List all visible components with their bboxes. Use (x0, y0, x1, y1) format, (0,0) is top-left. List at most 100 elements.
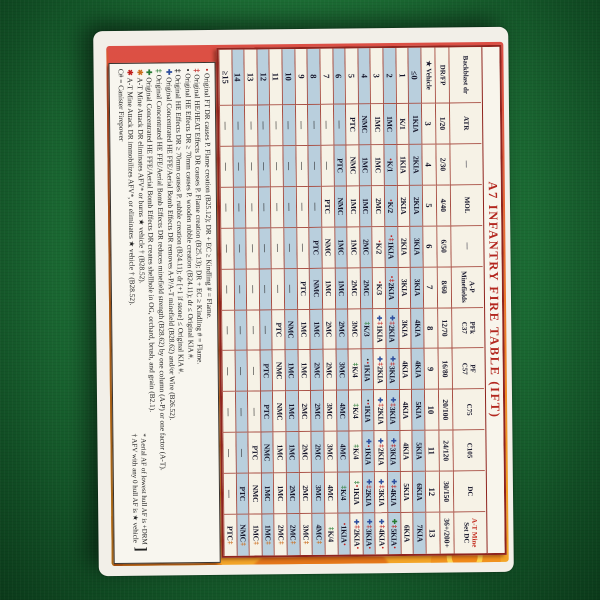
ift-result-cell: — (222, 473, 236, 515)
ift-result-cell: — (271, 268, 285, 310)
ift-result-cell: — (269, 105, 283, 147)
ift-result-cell: • K/2 (383, 185, 397, 227)
footnote-symbol-icon: • (365, 546, 373, 549)
ift-result-cell: — (234, 391, 248, 433)
ift-result-cell: 3MC (311, 472, 325, 515)
fp-column-weapon-header: PF C57 (451, 348, 484, 390)
footnote-symbol-icon: ‡ (302, 540, 310, 545)
fp-range-fraction: 24/120 (438, 430, 453, 472)
ift-result-cell: 3MC (347, 308, 361, 350)
fp-column-weapon-header: — (449, 144, 482, 186)
ift-result-cell: PTC (296, 268, 310, 310)
ift-result-cell: • 1KIA • (336, 513, 350, 555)
fp-column-weapon-header: A-P Minefields (450, 266, 484, 308)
ift-result-cell: ✚ ‡ 3KIA (386, 390, 400, 432)
ift-result-cell: — (282, 186, 296, 228)
ift-result-cell: K/1 (395, 103, 409, 145)
ift-result-cell: — (294, 104, 308, 146)
footnote-symbol-icon: ‡ (264, 541, 272, 545)
ift-result-cell: — (283, 227, 297, 269)
footnote-bottom-row: ✱A-T Mine Attack DR eliminates AFV* or b… (116, 69, 150, 558)
ift-result-cell: 1MC (358, 145, 372, 187)
ift-result-cell: 1MC (370, 145, 384, 187)
dr-row-label: 11 (268, 49, 283, 106)
ift-result-cell: — (256, 105, 270, 147)
ift-result-cell: — (307, 104, 321, 146)
footnote-symbol-icon: ✚ (388, 315, 396, 321)
ift-result-cell: NMC (248, 473, 262, 515)
ift-result-cell: 2KIA (396, 226, 411, 268)
dr-row-label: 2 (382, 48, 396, 105)
fp-range-fraction: 16/80 (437, 348, 452, 390)
footnote-symbol-icon: ✚ (376, 397, 384, 403)
ift-result-cell: — (247, 391, 261, 433)
ift-result-cell: — (245, 187, 259, 229)
ift-result-cell: 7KIA (412, 512, 426, 554)
ift-result-cell: — (258, 309, 273, 351)
dr-row-label: 12 (256, 49, 270, 106)
fp-range-fraction: 1/20 (434, 103, 450, 145)
ift-result-cell: — (269, 146, 283, 188)
ift-result-cell: 3MC (322, 391, 336, 433)
ift-result-cell: 2MC (359, 227, 373, 269)
ift-result-cell: 2MC (298, 473, 312, 515)
dr-row-label: 6 (331, 48, 346, 105)
ift-result-cell: 1MC (285, 391, 299, 433)
ift-result-cell: 2MC (298, 432, 312, 474)
footnote-symbol-icon: • (353, 546, 361, 549)
ift-result-cell: ✚ ‡ 2KIA (361, 472, 375, 514)
ift-result-cell: NMC (333, 186, 347, 228)
footnote-symbol-icon: ✚ (389, 437, 397, 444)
footnote-symbol-icon: ‡ (252, 541, 260, 545)
footnote-symbol-icon: ‡ (173, 68, 183, 73)
ift-result-cell: 2MC (322, 350, 336, 392)
ift-result-cell: PTC (271, 309, 285, 351)
ift-result-cell: — (231, 146, 246, 188)
ift-table: Backblast dr ATR — MOL — A-P Minefields PFk C37 P… (218, 47, 486, 556)
ift-result-cell: 4KIA (410, 308, 424, 350)
ift-result-cell: — (295, 227, 310, 269)
ift-result-cell: 1MC (346, 186, 360, 228)
footnote-symbol-icon: ✚ (364, 518, 373, 525)
photographed-card: A7 INFANTRY FIRE TABLE (IFT) Backblast d… (92, 26, 515, 577)
ift-result-cell: 1MC (297, 350, 311, 392)
ift-result-cell: 3MC (335, 349, 349, 392)
ift-result-cell: 6KIA (412, 471, 426, 513)
footnote-symbol-icon: ✚ (376, 438, 384, 444)
ift-result-cell: — (234, 432, 249, 474)
ift-result-cell: 2MC (297, 391, 311, 433)
footnote-symbol-icon: • (183, 68, 193, 72)
star-vehicle-number: 12 (424, 471, 440, 513)
ift-result-cell: — (282, 145, 296, 188)
ift-result-cell: PTC (345, 104, 359, 146)
footnote-symbol-icon: ✱ (125, 69, 135, 76)
footnote-symbol-icon: ✚ (390, 518, 398, 525)
footnote-symbol-icon: • (391, 546, 399, 549)
ift-result-cell: — (295, 145, 309, 187)
ift-result-cell: — (218, 105, 232, 147)
ift-result-cell: — (283, 268, 297, 310)
ift-result-cell: • K/2 (371, 226, 385, 268)
ift-result-cell: — (244, 105, 258, 147)
ift-result-cell: 4MC ‡ (311, 513, 325, 555)
ift-result-cell: — (246, 350, 260, 392)
star-vehicle-number: 8 (423, 308, 438, 350)
footnote-symbol-icon: ‡ (239, 542, 247, 546)
footnote-symbol-icon: ‡ (192, 68, 203, 73)
sub-notes-block: * Aerial AF of lowest hull AF is +DRM † A… (129, 433, 149, 557)
ift-result-cell: 5KIA (399, 472, 413, 514)
ift-result-cell: — (221, 351, 235, 393)
ift-result-cell: — (233, 310, 247, 352)
ift-result-cell: ✚ ‡ 1KIA (372, 308, 386, 350)
dr-row-label: 13 (243, 49, 257, 106)
ift-result-cell: ✚ ‡ 3KIA (374, 472, 388, 514)
ift-result-cell: NMC (284, 309, 298, 351)
ift-result-cell: 1MC (309, 309, 323, 351)
ift-result-cell: PTC (259, 350, 273, 392)
fp-column-weapon-header: PFk C37 (451, 307, 484, 349)
ift-result-cell: 1MC (346, 227, 360, 269)
ift-result-cell: 2MC (310, 432, 324, 474)
fp-range-fraction: 12/70 (437, 307, 452, 350)
dr-row-label: 7 (319, 48, 333, 105)
fp-column-weapon-header: C75 (451, 389, 485, 431)
